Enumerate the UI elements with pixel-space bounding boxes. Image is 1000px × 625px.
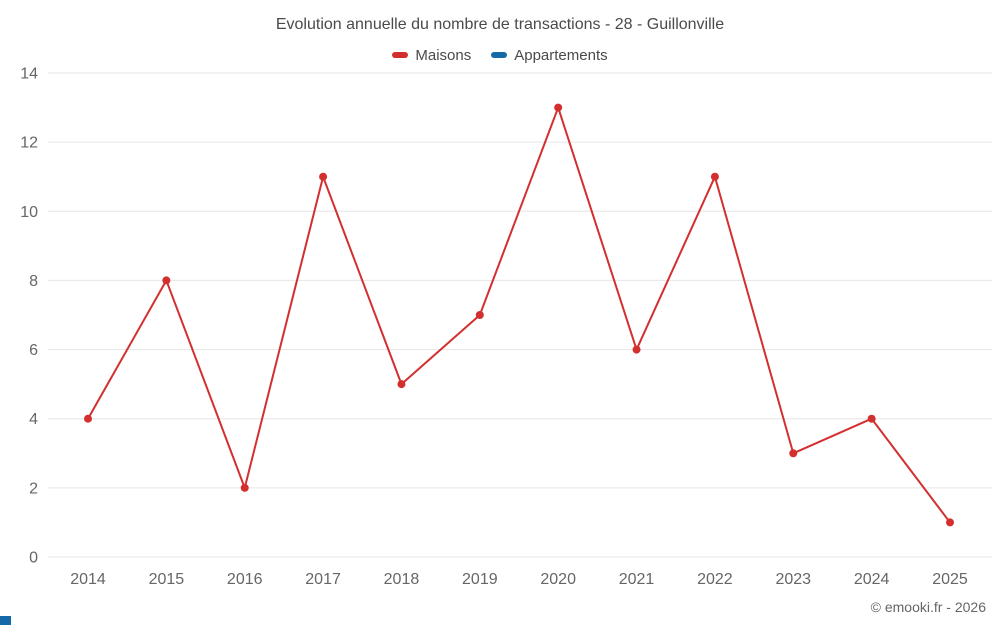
x-tick-label: 2019	[462, 571, 498, 588]
data-point-maisons[interactable]	[946, 518, 954, 527]
y-tick-label: 2	[29, 480, 38, 497]
x-tick-label: 2014	[70, 571, 106, 588]
legend: Maisons Appartements	[0, 45, 1000, 64]
legend-label: Appartements	[514, 46, 608, 64]
data-point-maisons[interactable]	[867, 414, 876, 423]
legend-label: Maisons	[415, 46, 472, 64]
data-point-maisons[interactable]	[162, 276, 171, 285]
y-tick-label: 14	[20, 66, 38, 83]
series-line-maisons	[87, 106, 951, 524]
legend-item-maisons[interactable]: Maisons	[392, 47, 471, 64]
x-tick-label: 2025	[932, 571, 968, 588]
y-tick-label: 12	[20, 135, 38, 152]
legend-swatch-maisons	[392, 52, 409, 58]
copyright: © emooki.fr - 2026	[870, 599, 986, 615]
legend-swatch-appartements	[491, 52, 508, 58]
data-point-maisons[interactable]	[84, 414, 92, 423]
data-point-maisons[interactable]	[319, 172, 328, 181]
x-tick-label: 2016	[227, 571, 263, 588]
data-point-maisons[interactable]	[240, 483, 249, 492]
x-tick-label: 2018	[384, 571, 420, 588]
y-tick-label: 6	[29, 342, 38, 359]
y-tick-label: 4	[29, 411, 38, 428]
chart-title: Evolution annuelle du nombre de transact…	[275, 16, 725, 33]
x-tick-label: 2024	[854, 571, 890, 588]
data-point-maisons[interactable]	[554, 103, 563, 112]
x-tick-label: 2015	[149, 571, 185, 588]
x-tick-label: 2021	[619, 571, 655, 588]
x-tick-label: 2023	[775, 571, 811, 588]
x-tick-label: 2017	[305, 571, 341, 588]
data-point-maisons[interactable]	[397, 380, 406, 389]
corner-accent	[0, 616, 11, 625]
y-tick-label: 0	[29, 550, 38, 567]
y-tick-label: 10	[20, 204, 38, 221]
x-tick-label: 2022	[697, 571, 733, 588]
data-point-maisons[interactable]	[789, 449, 798, 458]
data-point-maisons[interactable]	[632, 345, 641, 354]
x-tick-label: 2020	[540, 571, 576, 588]
legend-item-appartements[interactable]: Appartements	[491, 46, 608, 64]
data-point-maisons[interactable]	[475, 311, 484, 319]
y-tick-label: 8	[29, 273, 38, 290]
data-point-maisons[interactable]	[710, 172, 719, 181]
